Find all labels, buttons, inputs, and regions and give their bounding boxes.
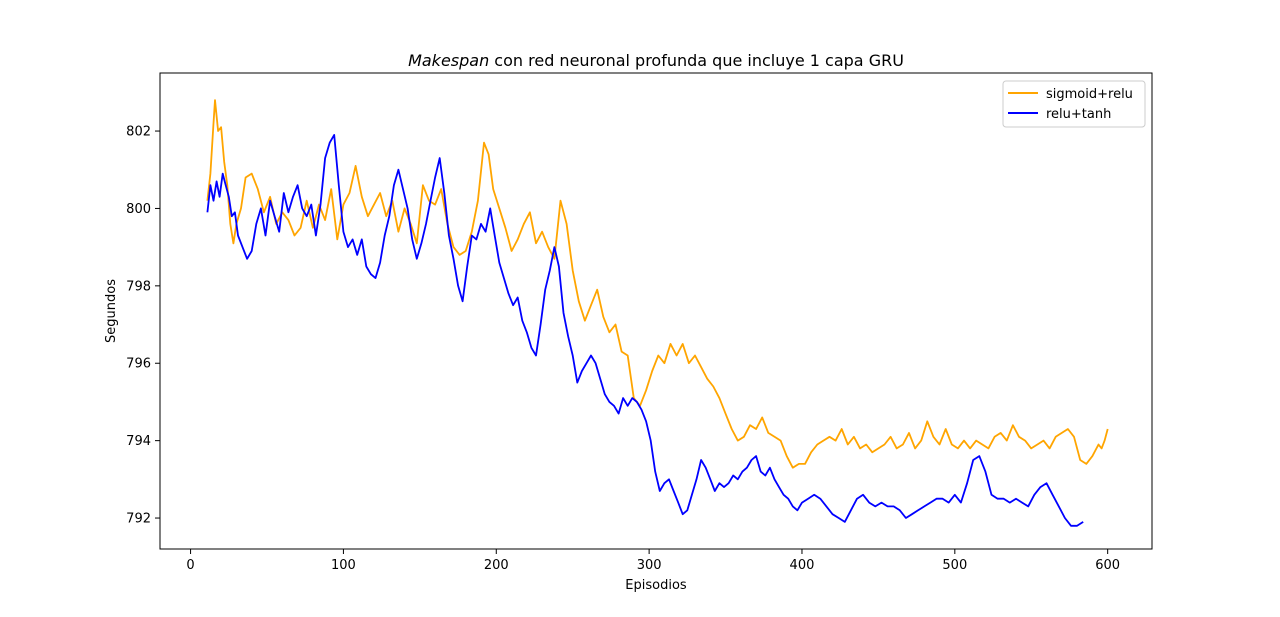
legend-box — [1002, 80, 1146, 128]
x-tick-label: 300 — [637, 558, 662, 573]
x-tick-label: 400 — [790, 558, 815, 573]
y-tick-label: 800 — [126, 202, 151, 217]
x-tick-label: 600 — [1095, 558, 1120, 573]
y-tick-label: 794 — [126, 434, 151, 449]
y-axis: 792 794 796 798 800 802 — [126, 125, 160, 527]
x-tick-label: 100 — [331, 558, 356, 573]
x-axis: 0 100 200 300 400 500 600 — [186, 549, 1120, 573]
legend-label-sigmoid-relu: sigmoid+relu — [1046, 87, 1133, 102]
y-tick-label: 802 — [126, 125, 151, 140]
y-tick-label: 792 — [126, 512, 151, 527]
y-tick-label: 798 — [126, 279, 151, 294]
y-axis-label: Segundos — [104, 279, 119, 343]
chart-title-rest: con red neuronal profunda que incluye 1 … — [489, 51, 904, 70]
x-tick-label: 200 — [484, 558, 509, 573]
series-line-relu-tanh — [206, 133, 1084, 527]
y-tick-label: 796 — [126, 357, 151, 372]
x-axis-label: Episodios — [625, 578, 687, 593]
series-line-sigmoid-relu — [206, 99, 1109, 469]
legend-label-relu-tanh: relu+tanh — [1046, 107, 1111, 122]
x-tick-label: 0 — [186, 558, 194, 573]
series-layer — [206, 99, 1109, 527]
plot-area — [159, 72, 1153, 550]
chart-title-emphasis: Makespan — [408, 51, 489, 70]
axes-frame — [159, 72, 1153, 550]
chart-title: Makespan con red neuronal profunda que i… — [408, 51, 904, 70]
x-tick-label: 500 — [942, 558, 967, 573]
legend: sigmoid+relu relu+tanh — [1002, 80, 1146, 128]
